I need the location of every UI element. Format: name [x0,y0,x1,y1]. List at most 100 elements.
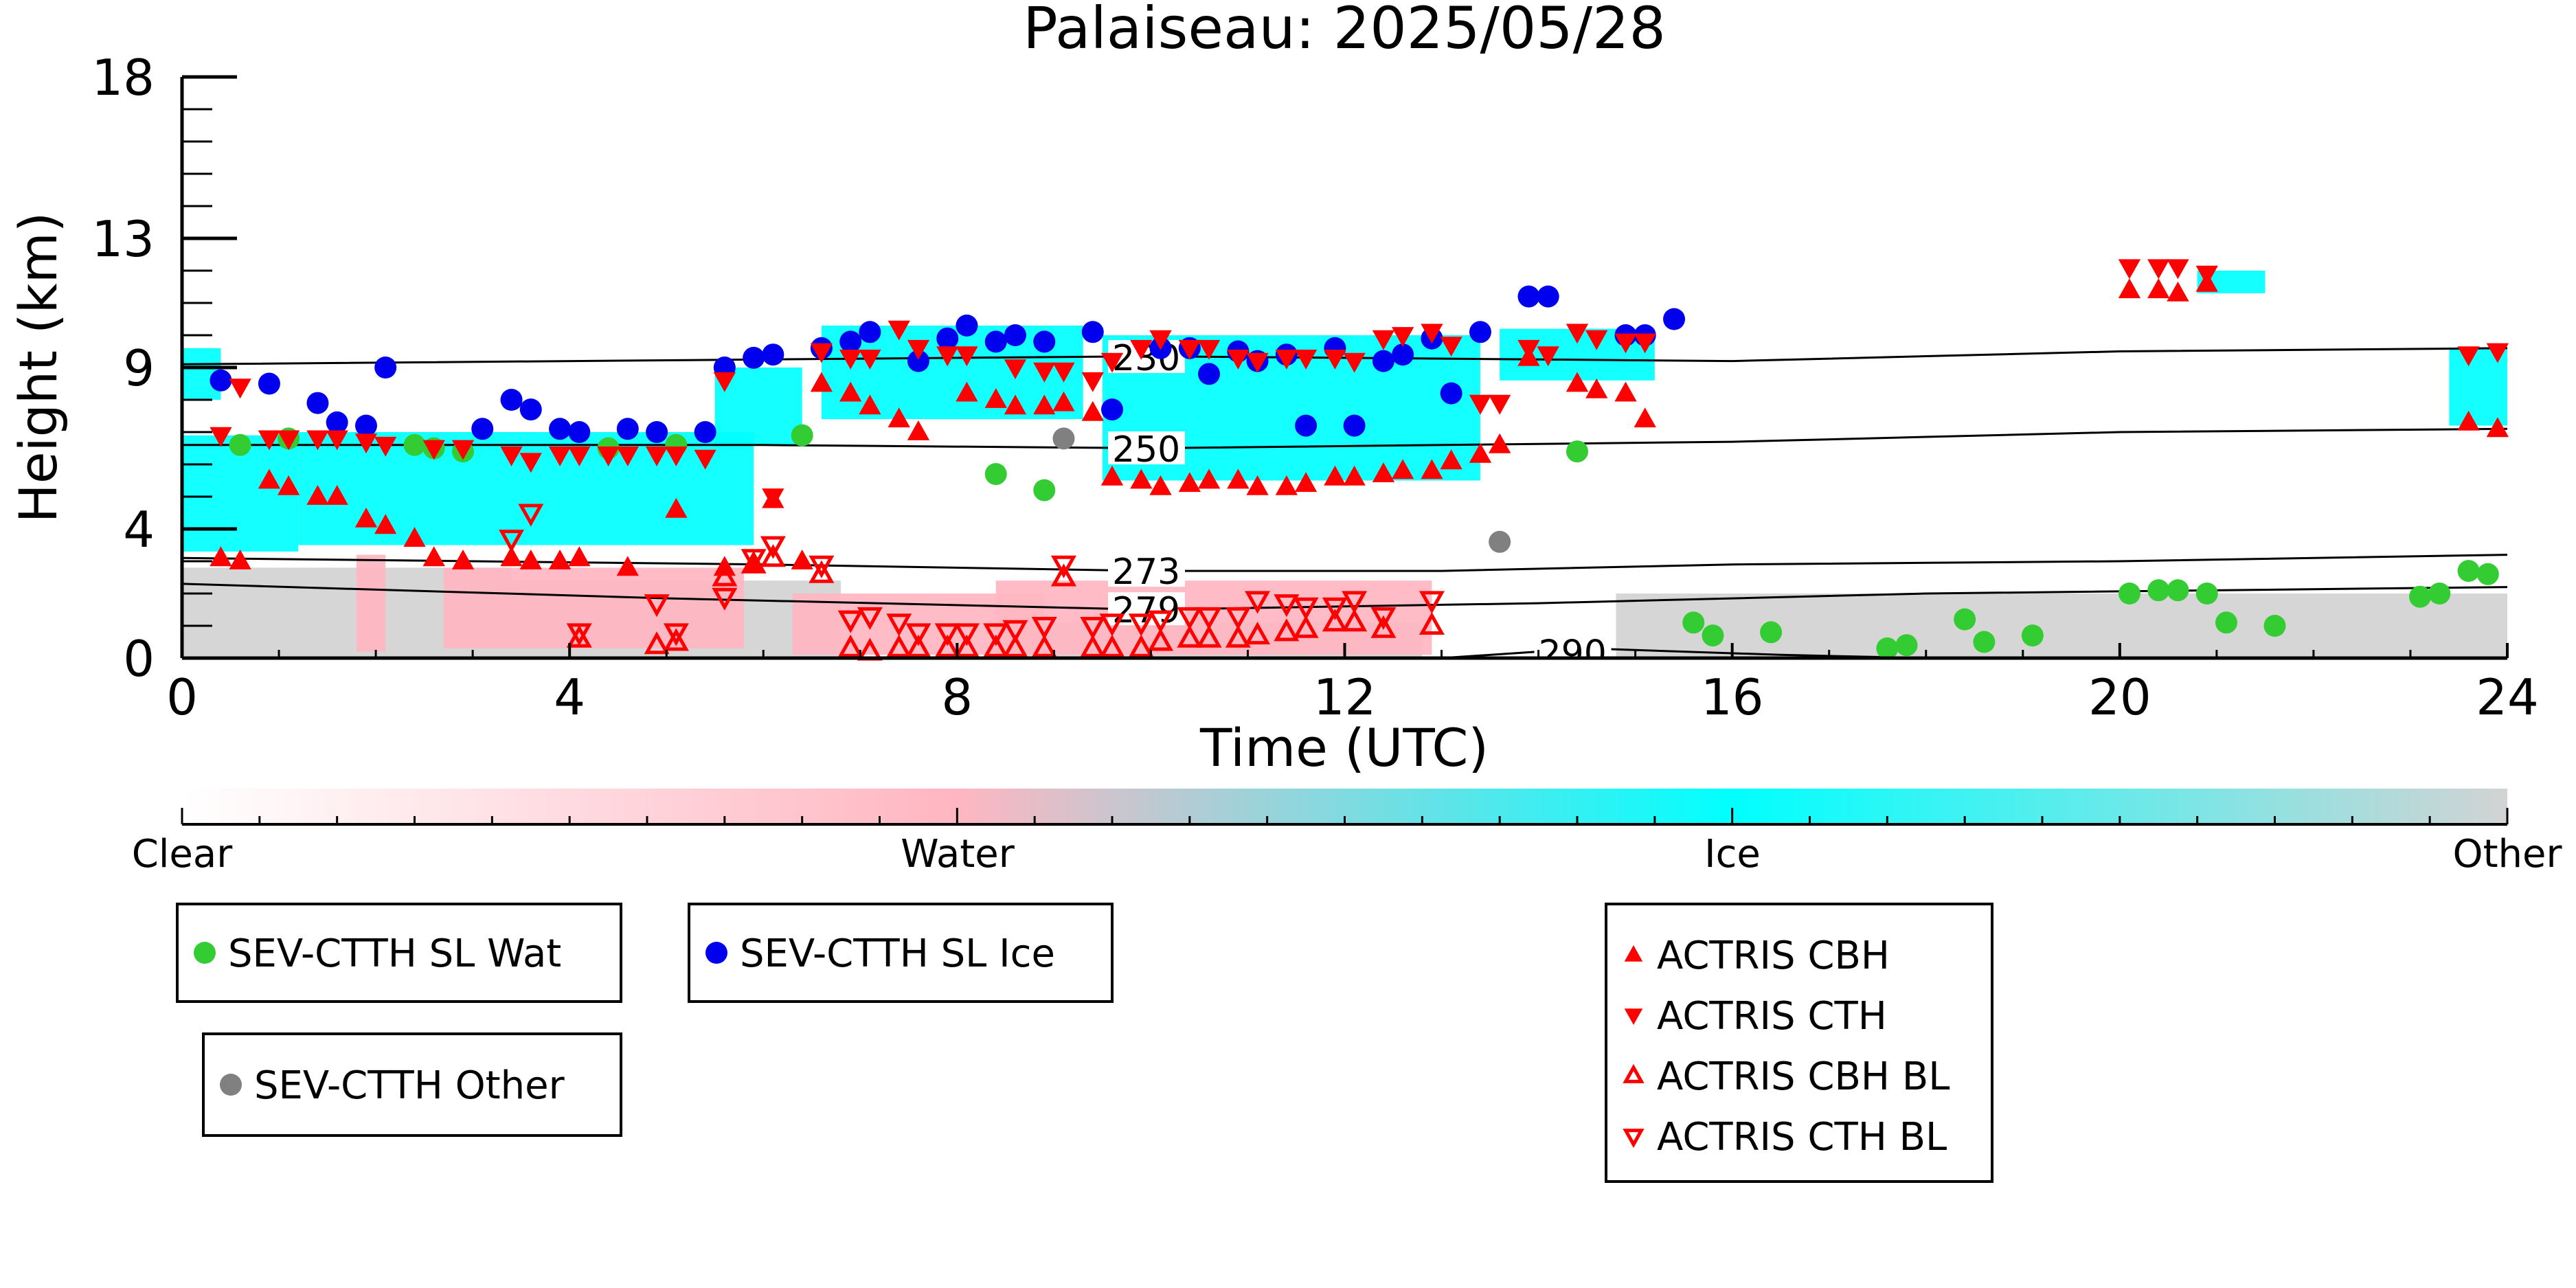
data-point [1566,324,1589,344]
data-point [1177,624,1203,648]
data-point [258,372,280,395]
data-point [1566,440,1588,463]
data-point [712,587,738,611]
data-point [907,339,930,360]
data-point [1421,459,1443,479]
data-point [646,421,668,443]
data-point [549,418,572,440]
legend-frame [176,903,622,1003]
data-point [743,346,765,369]
data-point [1566,372,1589,392]
legend-frame [1605,903,1993,1183]
data-point [519,453,542,473]
data-point [859,321,881,343]
cloud-mask-patch [356,554,386,652]
series-actris-cth [210,259,2509,508]
data-point [2457,410,2480,431]
data-point [1293,615,1319,638]
data-point [194,942,216,964]
chart-title: Palaiseau: 2025/05/28 [1023,0,1666,62]
data-point [839,381,862,402]
colorbar-ticks [181,808,2509,824]
data-point [1274,594,1300,618]
data-point [2486,417,2509,438]
data-point [1293,597,1319,620]
data-point [1033,479,1056,501]
data-point [1489,433,1511,453]
data-point [936,327,959,350]
data-point [934,623,960,646]
data-point [1537,285,1559,308]
contour-line [182,347,2507,365]
data-point [762,488,784,508]
data-point [1275,350,1298,370]
data-point [1343,465,1366,486]
legend-frame [202,1032,622,1137]
data-point [229,379,251,399]
data-point [326,485,348,505]
data-point [1099,634,1125,657]
data-point [741,549,767,572]
data-point [956,346,978,367]
data-point [1130,468,1153,489]
data-point [1469,442,1492,463]
data-point [888,320,910,341]
data-point [984,330,1007,353]
data-point [1246,475,1269,495]
data-point [306,485,329,505]
data-point [1324,465,1346,486]
data-point [1343,352,1366,373]
data-point [886,634,912,657]
data-point [1623,1063,1645,1083]
data-point [1419,611,1445,635]
data-point [1372,350,1394,372]
cloud-mask-patch [443,567,745,648]
data-point [210,427,232,447]
data-point [229,433,251,456]
data-point [519,398,542,421]
legend: SEV-CTTH SL Wat SEV-CTTH SL Ice SEV-CTTH O… [176,903,1993,1183]
data-point [451,440,475,460]
contour-label-background [1108,431,1185,465]
data-point [1973,631,1996,653]
data-point [210,369,232,392]
series-sev-ctth-sl-wat [229,424,2499,659]
data-point [374,514,397,534]
data-point [839,330,862,353]
data-point [1198,363,1221,385]
data-point [984,463,1007,486]
data-point [1322,597,1348,620]
legend-label: SEV-CTTH SL Wat [228,931,561,976]
data-point [1128,613,1154,637]
data-point [519,550,542,569]
colorbar: Clear Water Ice Other [132,789,2562,877]
data-point [1372,330,1395,350]
data-point [644,631,670,655]
data-point [548,447,572,466]
data-point [2195,583,2218,605]
contour-label: 290 [1539,633,1607,675]
data-point [1343,414,1366,437]
data-point [857,607,883,631]
data-point [791,424,813,447]
data-point [712,563,738,587]
data-point [1052,362,1075,383]
data-point [1033,362,1056,383]
data-point [2118,278,2141,299]
data-point [566,623,592,646]
y-axis-label: Height (km) [8,212,69,523]
series-sev-ctth-sl-ice [210,285,1686,443]
data-point [1031,634,1057,657]
data-point [809,555,835,578]
data-point [1585,378,1608,398]
data-point [1421,324,1443,344]
data-point [278,430,300,451]
data-point [1227,468,1250,489]
data-point [403,433,426,456]
y-tick-label: 4 [123,501,155,558]
data-point [1004,394,1027,415]
data-point [1052,391,1075,411]
data-point [1225,624,1251,648]
data-point [258,468,281,489]
contour-label-background [1534,635,1612,658]
